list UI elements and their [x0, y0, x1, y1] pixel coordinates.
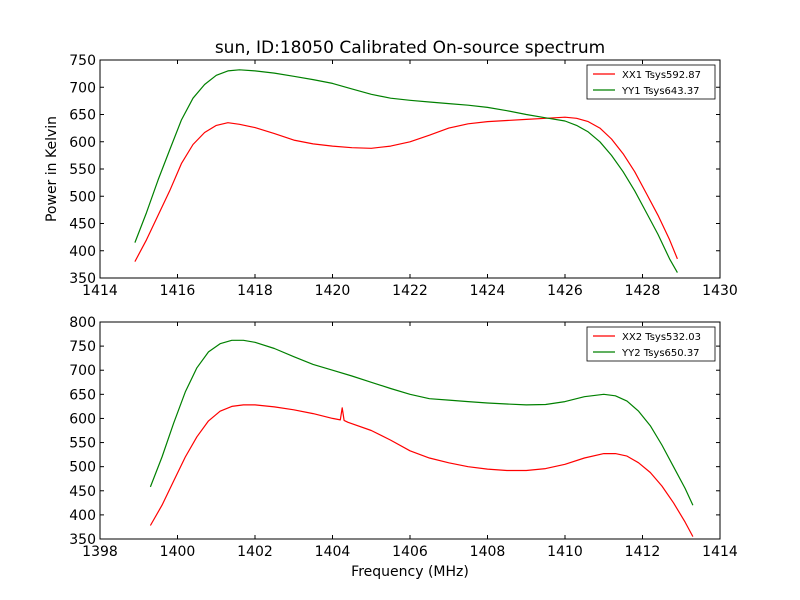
top-x-tick-label: 1428 [625, 283, 661, 299]
series-line-yy1 [134, 69, 678, 273]
top-y-tick-label: 400 [69, 244, 96, 260]
series-line-xx2 [149, 404, 694, 537]
top-x-tick-label: 1420 [315, 283, 351, 299]
bottom-x-tick-label: 1410 [547, 544, 583, 560]
legend-label-yy2: YY2 Tsys650.37 [621, 348, 700, 359]
top-y-tick-label: 450 [69, 217, 96, 233]
top-y-axis-label: Power in Kelvin [44, 116, 60, 222]
bottom-y-tick-label: 700 [69, 363, 96, 379]
top-y-tick-label: 650 [69, 108, 96, 124]
bottom-y-tick-label: 500 [69, 460, 96, 476]
top-y-tick-label: 750 [69, 53, 96, 69]
series-line-yy2 [149, 339, 694, 506]
top-x-tick-label: 1430 [702, 283, 738, 299]
bottom-y-tick-label: 550 [69, 436, 96, 452]
bottom-series-layer [149, 339, 694, 537]
top-spectrum-panel: sun, ID:18050 Calibrated On-source spect… [44, 38, 738, 299]
top-y-tick-label: 600 [69, 135, 96, 151]
bottom-x-tick-label: 1412 [625, 544, 661, 560]
top-legend: XX1 Tsys592.87 YY1 Tsys643.37 [586, 64, 716, 100]
bottom-legend-box [586, 326, 716, 362]
bottom-y-tick-label: 600 [69, 411, 96, 427]
top-x-tick-label: 1414 [82, 283, 118, 299]
bottom-y-tick-label: 450 [69, 484, 96, 500]
bottom-y-tick-label: 350 [69, 532, 96, 548]
bottom-x-tick-label: 1398 [82, 544, 118, 560]
series-line-xx1 [134, 116, 678, 262]
top-x-tick-label: 1422 [392, 283, 428, 299]
legend-label-yy1: YY1 Tsys643.37 [621, 86, 700, 97]
top-x-tick-label: 1426 [547, 283, 583, 299]
bottom-x-axis-label: Frequency (MHz) [351, 564, 469, 580]
top-legend-box [586, 64, 716, 100]
top-x-tick-label: 1416 [160, 283, 196, 299]
legend-label-xx1: XX1 Tsys592.87 [622, 70, 701, 81]
legend-label-xx2: XX2 Tsys532.03 [622, 332, 701, 343]
bottom-y-tick-label: 800 [69, 315, 96, 331]
top-axis-ticks: 1414 1416 1418 1420 1422 1424 1426 1428 1430 350 4… [69, 53, 738, 299]
bottom-spectrum-panel: 1398 1400 1402 1404 1406 1408 1410 1412 1414 350 4… [69, 315, 738, 580]
top-series-layer [134, 69, 678, 273]
bottom-x-tick-label: 1400 [160, 544, 196, 560]
top-y-tick-label: 700 [69, 80, 96, 96]
bottom-y-tick-label: 400 [69, 508, 96, 524]
top-x-tick-label: 1424 [470, 283, 506, 299]
bottom-x-tick-label: 1402 [237, 544, 273, 560]
top-y-tick-label: 500 [69, 189, 96, 205]
bottom-y-tick-label: 750 [69, 339, 96, 355]
chart-title: sun, ID:18050 Calibrated On-source spect… [215, 38, 605, 58]
top-x-tick-label: 1418 [237, 283, 273, 299]
top-y-tick-label: 550 [69, 162, 96, 178]
top-y-tick-label: 350 [69, 271, 96, 287]
bottom-legend: XX2 Tsys532.03 YY2 Tsys650.37 [586, 326, 716, 362]
bottom-y-tick-label: 650 [69, 387, 96, 403]
bottom-axis-ticks: 1398 1400 1402 1404 1406 1408 1410 1412 1414 350 4… [69, 315, 738, 560]
bottom-x-tick-label: 1408 [470, 544, 506, 560]
bottom-x-tick-label: 1414 [702, 544, 738, 560]
bottom-x-tick-label: 1404 [315, 544, 351, 560]
bottom-x-tick-label: 1406 [392, 544, 428, 560]
